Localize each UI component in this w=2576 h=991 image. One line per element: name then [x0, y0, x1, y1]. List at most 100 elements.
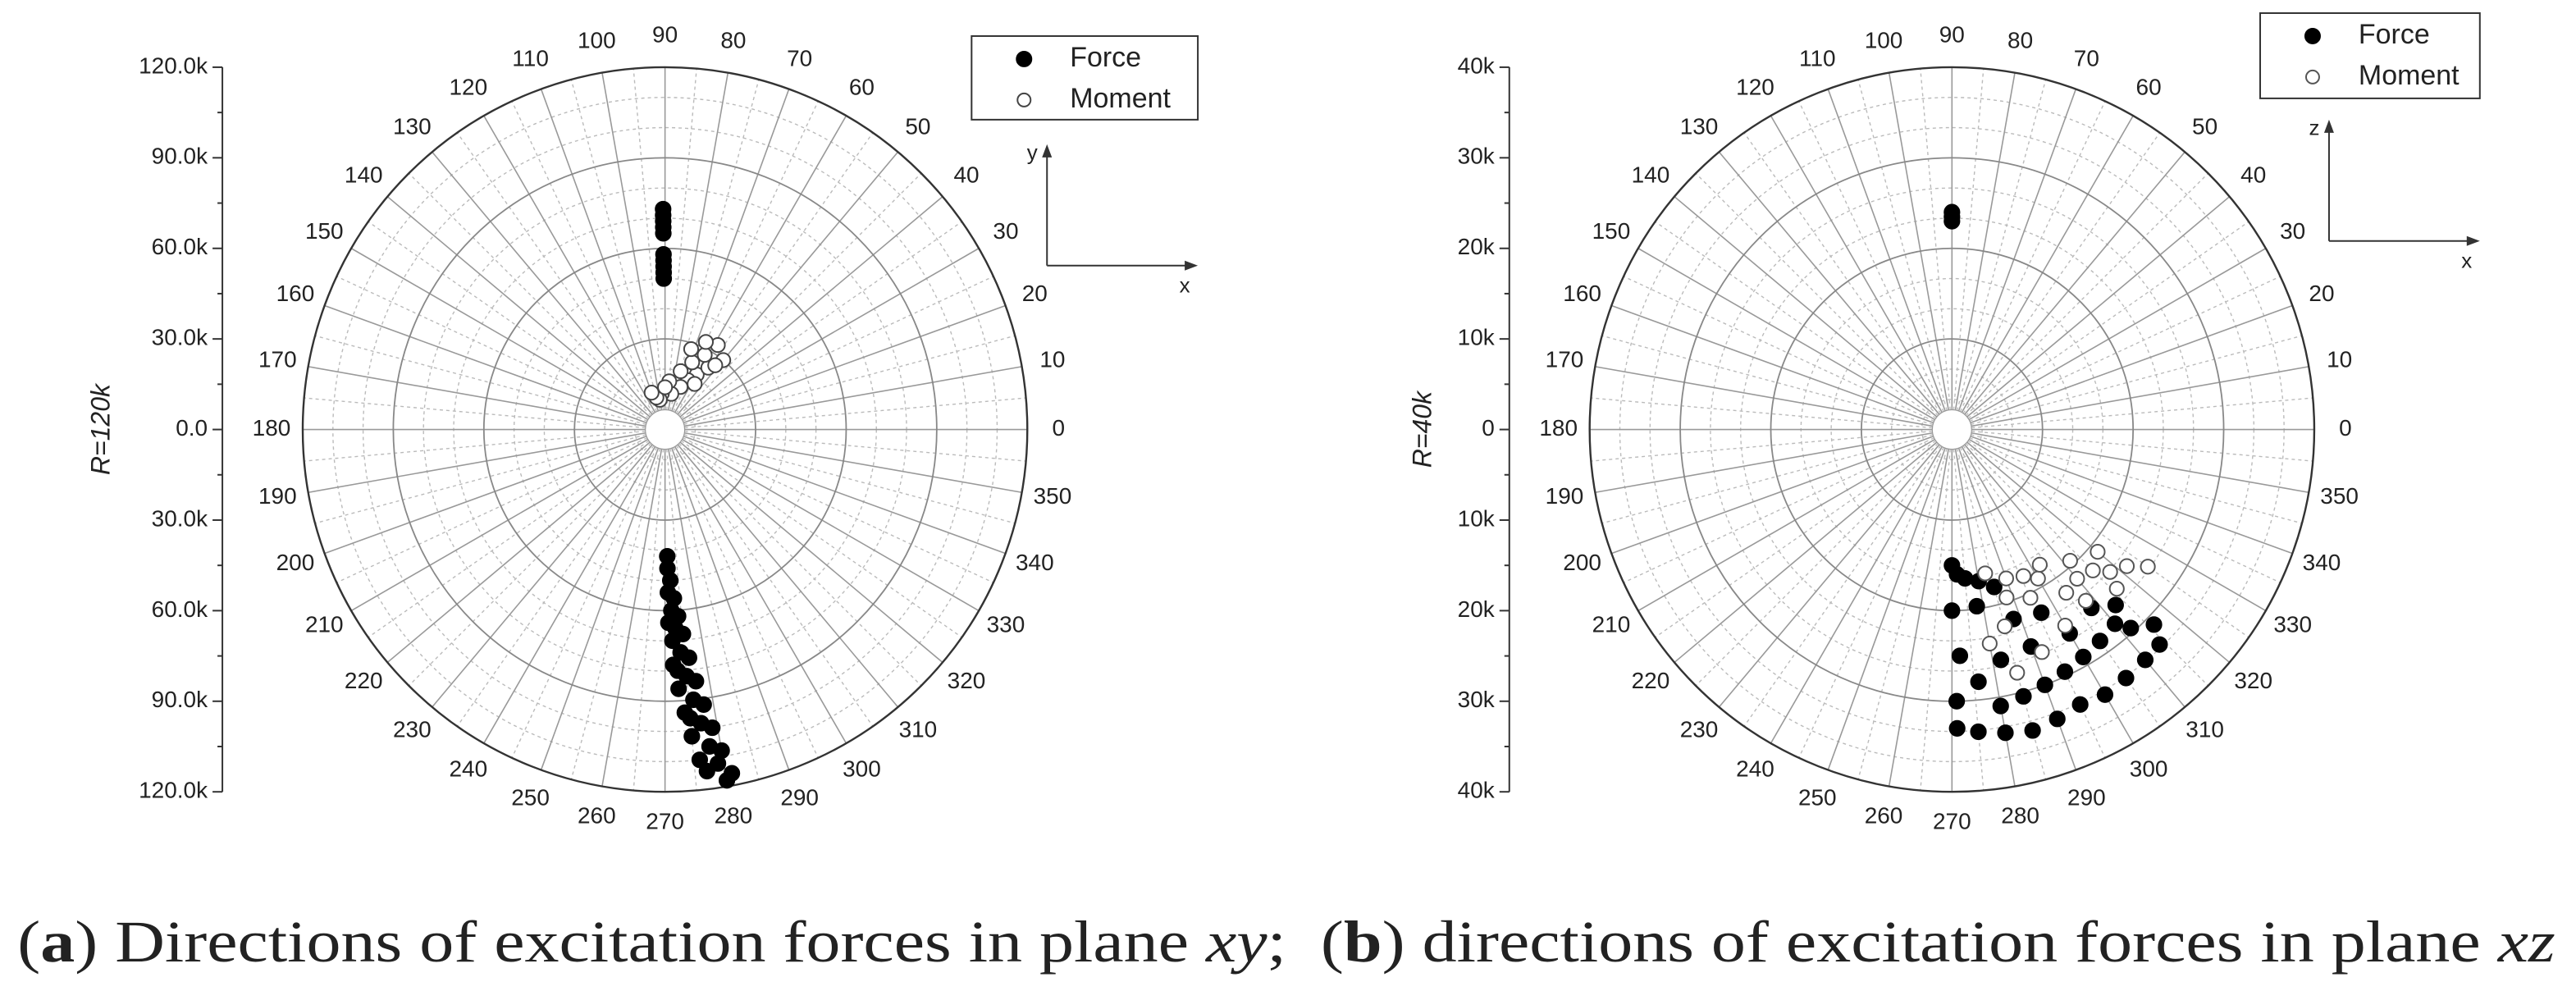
minor-grid-line	[368, 221, 650, 419]
force-point	[2096, 686, 2114, 703]
force-point	[2091, 633, 2108, 650]
minor-grid-line	[1956, 448, 2047, 780]
minor-grid-line	[1695, 172, 1939, 417]
force-point	[683, 728, 701, 745]
minor-grid-line	[1965, 172, 2209, 417]
minor-grid-line	[1601, 434, 1934, 524]
grid-line	[1971, 432, 2309, 494]
grid-line	[681, 438, 980, 612]
grid-line	[1970, 436, 2293, 555]
minor-grid-line	[456, 132, 655, 414]
caption-part: b	[1344, 909, 1382, 975]
minor-grid-line	[1591, 397, 1933, 429]
moment-point	[673, 363, 689, 380]
force-point	[2015, 687, 2032, 705]
minor-grid-line	[684, 397, 1026, 429]
grid-line	[684, 366, 1022, 427]
force-point	[1951, 647, 1969, 664]
force-point	[2117, 669, 2135, 687]
moment-point	[2102, 564, 2118, 580]
grid-circle	[1861, 338, 2044, 521]
minor-grid-line	[684, 430, 1026, 462]
grid-line	[683, 436, 1006, 555]
angle-label: 120	[449, 75, 487, 100]
grid-line	[483, 115, 656, 413]
angle-label: 20	[1022, 281, 1048, 306]
angle-label: 250	[511, 785, 550, 811]
angle-label: 0	[1052, 415, 1065, 441]
caption: (a) Directions of excitation forces in p…	[17, 909, 2555, 975]
grid-line	[684, 432, 1022, 494]
grid-line	[1971, 366, 2309, 427]
angle-label: 30	[993, 218, 1018, 244]
grid-line	[1595, 366, 1933, 427]
legend-label: Moment	[2359, 60, 2460, 91]
angle-label: 80	[720, 28, 746, 53]
angle-label: 320	[948, 668, 986, 693]
polar-chart: 0 10 20 30 40 50 60 70 80 90 100 110 120 130 140 150 160…	[1407, 11, 2481, 834]
inset-arrow	[2323, 119, 2334, 133]
angle-label: 50	[2192, 114, 2217, 139]
moment-point	[657, 379, 674, 395]
angle-label: 140	[1632, 162, 1670, 188]
moment-point	[2077, 592, 2094, 609]
angle-label: 100	[578, 28, 616, 53]
angle-label: 130	[393, 114, 432, 139]
force-point	[1985, 578, 2003, 596]
caption-part: ) Directions of excitation forces in pla…	[75, 909, 1206, 975]
force-point	[2145, 616, 2163, 633]
moment-point	[1998, 589, 2015, 605]
force-point	[2151, 636, 2168, 653]
radial-tick-label: 10k	[1458, 505, 1496, 531]
grid-line	[432, 151, 653, 415]
moment-point	[697, 334, 714, 350]
inset-label: x	[2461, 249, 2472, 273]
angle-label: 120	[1736, 75, 1774, 100]
angle-label: 290	[780, 785, 819, 811]
minor-grid-line	[683, 434, 1016, 524]
angle-label: 280	[715, 802, 753, 828]
grid-line	[668, 72, 729, 411]
angle-label: 270	[1933, 809, 1971, 834]
angle-label: 0	[2339, 415, 2352, 441]
angle-label: 190	[1546, 483, 1584, 509]
moment-point	[1997, 618, 2013, 635]
minor-grid-line	[336, 437, 648, 583]
angle-label: 130	[1680, 114, 1719, 139]
moment-point	[1977, 565, 1994, 582]
legend-label: Force	[1070, 42, 1141, 73]
minor-grid-line	[1591, 430, 1933, 462]
grid-line	[432, 444, 653, 708]
minor-grid-line	[1857, 79, 1948, 411]
angle-label: 70	[2074, 45, 2099, 71]
angle-label: 150	[1592, 218, 1631, 244]
moment-point	[1998, 570, 2015, 587]
grid-line	[1966, 196, 2231, 418]
moment-point	[684, 354, 701, 371]
caption-part: a	[40, 909, 75, 975]
minor-grid-line	[1798, 101, 1944, 413]
grid-line	[1718, 151, 1940, 415]
angle-label: 110	[512, 45, 549, 71]
moment-point	[2069, 570, 2085, 587]
grid-line	[1770, 115, 1943, 413]
force-point	[1992, 651, 2010, 669]
force-point	[655, 270, 673, 287]
radial-tick-label: 30k	[1458, 687, 1496, 712]
angle-label: 210	[1592, 612, 1631, 637]
caption-part: ; (	[1267, 909, 1344, 975]
radial-tick-label: 10k	[1458, 325, 1496, 350]
minor-grid-line	[669, 79, 760, 411]
angle-label: 270	[646, 809, 684, 834]
minor-grid-line	[570, 79, 661, 411]
minor-grid-line	[314, 335, 646, 426]
grid-line	[1970, 304, 2293, 424]
minor-grid-line	[408, 172, 652, 417]
grid-line	[1770, 445, 1943, 744]
minor-grid-line	[456, 445, 655, 727]
angle-label: 300	[2130, 756, 2168, 781]
angle-label: 170	[1546, 347, 1584, 372]
radial-axis-label: R=40k	[1407, 390, 1436, 468]
force-point	[1970, 673, 1987, 691]
